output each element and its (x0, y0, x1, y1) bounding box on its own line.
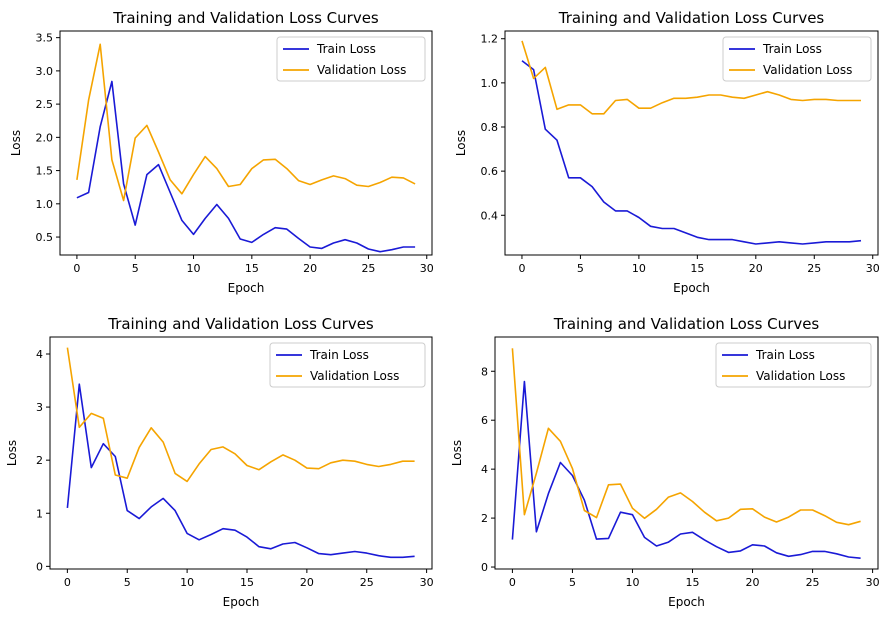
legend-train-label: Train Loss (309, 348, 369, 362)
chart-title: Training and Validation Loss Curves (553, 315, 820, 333)
plot-area-frame (494, 336, 879, 570)
train-loss-line (511, 380, 861, 559)
legend-box (715, 342, 872, 388)
y-tick-label: 1 (36, 507, 43, 520)
x-tick-label: 30 (866, 262, 880, 275)
y-axis-label: Loss (9, 130, 23, 156)
y-tick-label: 1.2 (481, 33, 499, 46)
x-axis-label: Epoch (668, 595, 705, 609)
x-tick-label: 0 (509, 576, 516, 589)
legend-train-label: Train Loss (316, 42, 376, 56)
y-tick-label: 2 (481, 512, 488, 525)
y-tick-label: 4 (481, 463, 488, 476)
x-tick-label: 10 (632, 262, 646, 275)
x-tick-label: 15 (245, 262, 259, 275)
x-tick-label: 20 (300, 576, 314, 589)
legend-validation-label: Validation Loss (756, 369, 845, 383)
x-tick-label: 0 (518, 262, 525, 275)
legend-train-label: Train Loss (755, 348, 815, 362)
y-tick-label: 1.5 (36, 165, 54, 178)
legend-validation-label: Validation Loss (310, 369, 399, 383)
x-tick-label: 5 (577, 262, 584, 275)
validation-loss-line (76, 43, 416, 202)
y-tick-label: 1.0 (36, 198, 54, 211)
x-tick-label: 20 (746, 576, 760, 589)
legend-validation-label: Validation Loss (317, 63, 406, 77)
chart-panel-1: Training and Validation Loss Curves 0 5 10 1… (9, 9, 434, 295)
x-tick-label: 5 (124, 576, 131, 589)
y-tick-label: 1.0 (481, 77, 499, 90)
plot-area-frame (49, 336, 433, 570)
x-tick-label: 10 (180, 576, 194, 589)
train-loss-line (521, 60, 862, 245)
x-tick-label: 15 (686, 576, 700, 589)
legend-box (269, 342, 426, 388)
y-axis-label: Loss (454, 130, 468, 156)
x-tick-label: 25 (361, 262, 375, 275)
x-axis-label: Epoch (228, 281, 265, 295)
y-tick-label: 0 (481, 561, 488, 574)
y-tick-label: 0.6 (481, 165, 499, 178)
y-tick-label: 3.0 (36, 65, 54, 78)
y-tick-label: 4 (36, 348, 43, 361)
x-tick-label: 25 (806, 576, 820, 589)
x-tick-label: 20 (303, 262, 317, 275)
y-tick-label: 0.5 (36, 231, 54, 244)
x-axis-label: Epoch (223, 595, 260, 609)
validation-loss-line (521, 40, 861, 115)
chart-title: Training and Validation Loss Curves (107, 315, 374, 333)
x-tick-label: 30 (420, 262, 434, 275)
chart-panel-2: Training and Validation Loss Curves 0 5 10 1… (454, 9, 880, 295)
x-axis-label: Epoch (673, 281, 710, 295)
x-tick-label: 5 (569, 576, 576, 589)
y-axis-label: Loss (5, 440, 19, 466)
y-tick-label: 3 (36, 401, 43, 414)
y-tick-label: 2 (36, 454, 43, 467)
y-tick-label: 3.5 (36, 32, 54, 45)
legend-validation-label: Validation Loss (763, 63, 852, 77)
x-tick-label: 10 (187, 262, 201, 275)
y-tick-label: 8 (481, 365, 488, 378)
plot-area-frame (59, 30, 433, 256)
x-tick-label: 30 (420, 576, 434, 589)
y-tick-label: 0 (36, 560, 43, 573)
legend-box (276, 36, 426, 82)
x-tick-label: 10 (625, 576, 639, 589)
train-loss-line (76, 80, 416, 253)
train-loss-line (66, 383, 415, 559)
x-tick-label: 15 (240, 576, 254, 589)
y-tick-label: 6 (481, 414, 488, 427)
y-tick-label: 2.0 (36, 131, 54, 144)
chart-title: Training and Validation Loss Curves (112, 9, 379, 27)
chart-panel-4: Training and Validation Loss Curves 0 5 10 1… (450, 315, 880, 609)
x-tick-label: 5 (132, 262, 139, 275)
y-axis-label: Loss (450, 440, 464, 466)
y-tick-label: 0.4 (481, 209, 499, 222)
x-tick-label: 30 (866, 576, 880, 589)
x-tick-label: 0 (73, 262, 80, 275)
y-tick-label: 0.8 (481, 121, 499, 134)
x-tick-label: 15 (690, 262, 704, 275)
chart-title: Training and Validation Loss Curves (558, 9, 825, 27)
legend-train-label: Train Loss (762, 42, 822, 56)
plot-area-frame (504, 30, 879, 256)
x-tick-label: 25 (360, 576, 374, 589)
x-tick-label: 0 (64, 576, 71, 589)
validation-loss-line (66, 347, 415, 483)
validation-loss-line (511, 348, 861, 526)
y-tick-label: 2.5 (36, 98, 54, 111)
x-tick-label: 20 (749, 262, 763, 275)
legend-box (722, 36, 872, 82)
x-tick-label: 25 (807, 262, 821, 275)
